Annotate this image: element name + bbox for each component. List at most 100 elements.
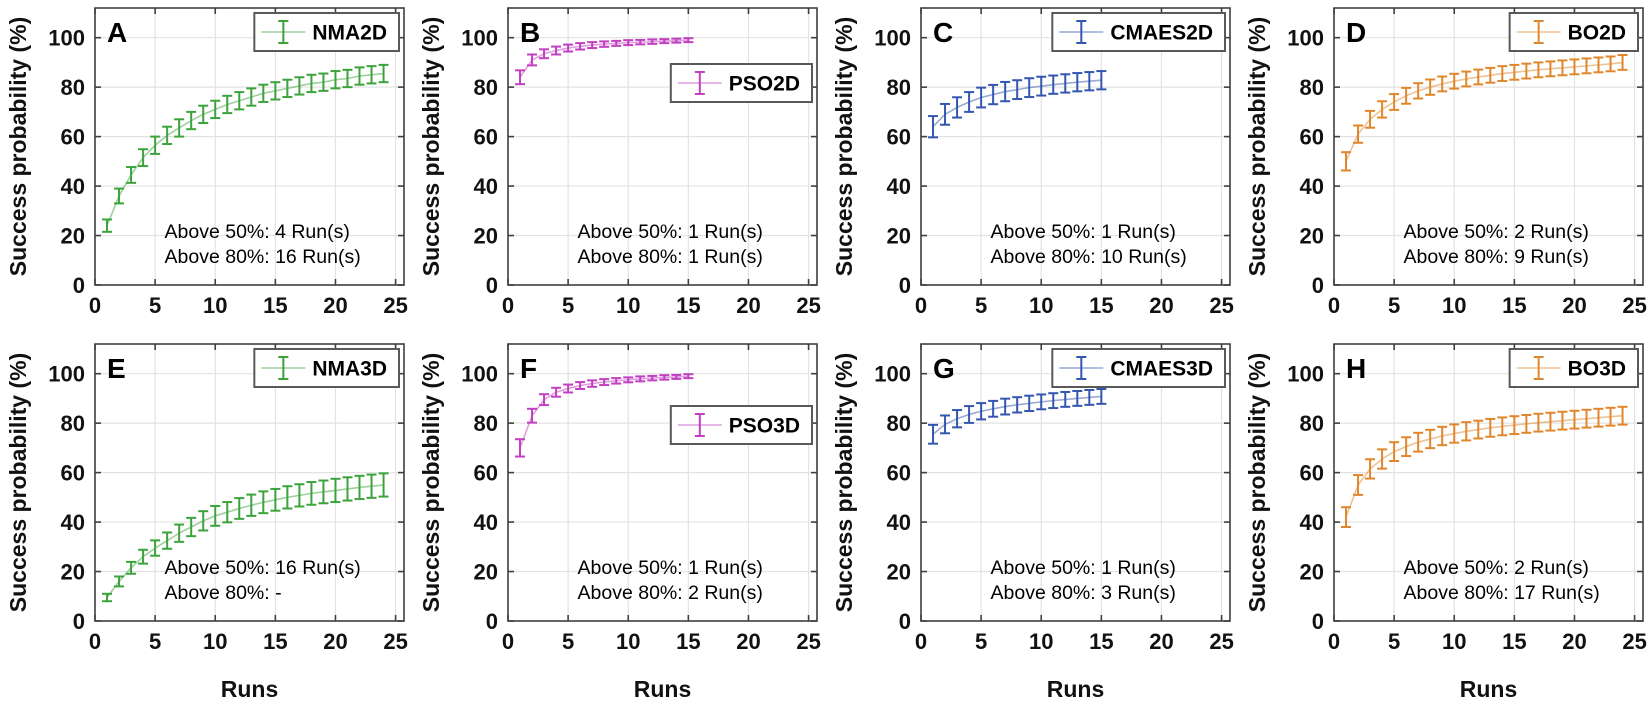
x-tick-label: 25 <box>383 629 407 654</box>
y-tick-label: 100 <box>48 362 85 387</box>
y-tick-label: 0 <box>73 609 85 634</box>
panel-letter: G <box>933 353 955 384</box>
y-axis-label: Success probability (%) <box>5 17 31 276</box>
y-tick-label: 80 <box>474 75 498 100</box>
x-tick-label: 0 <box>89 293 101 318</box>
y-tick-label: 80 <box>887 75 911 100</box>
y-tick-label: 0 <box>486 609 498 634</box>
panel-letter: D <box>1346 17 1366 48</box>
x-tick-label: 5 <box>149 629 161 654</box>
x-tick-label: 10 <box>203 629 227 654</box>
y-tick-label: 100 <box>461 362 498 387</box>
y-tick-label: 0 <box>899 273 911 298</box>
y-tick-label: 40 <box>474 174 498 199</box>
plot-box <box>1333 343 1644 622</box>
x-tick-label: 10 <box>1029 629 1053 654</box>
x-tick-label: 10 <box>616 293 640 318</box>
chart-F: 0 5 10 15 20 25 0 20 40 60 80 100 Success probabilit… <box>418 343 821 702</box>
y-tick-label: 0 <box>73 273 85 298</box>
y-tick-label: 0 <box>1312 273 1324 298</box>
x-axis-label: Runs <box>634 676 692 702</box>
panel-G: 0 5 10 15 20 25 0 20 40 60 80 100 Success probabilit… <box>826 330 1239 725</box>
annotation-above50: Above 50%: 2 Run(s) <box>1404 557 1589 579</box>
x-tick-label: 5 <box>975 629 987 654</box>
y-axis-label: Success probability (%) <box>5 353 31 612</box>
plot-box <box>920 7 1231 286</box>
chart-H: 0 5 10 15 20 25 0 20 40 60 80 100 Success probabilit… <box>1244 343 1647 702</box>
panel-letter: B <box>520 17 540 48</box>
panel-H: 0 5 10 15 20 25 0 20 40 60 80 100 Success probabilit… <box>1239 330 1652 725</box>
plot-box <box>1333 7 1644 286</box>
panel-C: 0 5 10 15 20 25 0 20 40 60 80 100 Success probabilit… <box>826 0 1239 330</box>
y-tick-label: 20 <box>61 560 85 585</box>
panel-F: 0 5 10 15 20 25 0 20 40 60 80 100 Success probabilit… <box>413 330 826 725</box>
y-tick-label: 60 <box>887 125 911 150</box>
legend-box <box>1051 12 1226 52</box>
series-line <box>1345 61 1623 162</box>
series-line <box>519 375 689 449</box>
y-axis-label: Success probability (%) <box>831 17 857 276</box>
y-tick-label: 20 <box>887 560 911 585</box>
y-tick-label: 80 <box>61 411 85 436</box>
x-tick-label: 25 <box>796 629 820 654</box>
legend-box <box>253 12 400 52</box>
y-tick-label: 60 <box>474 125 498 150</box>
y-tick-label: 20 <box>61 224 85 249</box>
y-axis-label: Success probability (%) <box>1244 17 1270 276</box>
legend-label: CMAES3D <box>1110 358 1213 381</box>
series-line <box>106 72 384 226</box>
y-tick-label: 40 <box>474 510 498 535</box>
legend-label: NMA3D <box>312 358 387 381</box>
x-tick-label: 20 <box>1562 293 1586 318</box>
y-tick-label: 100 <box>874 362 911 387</box>
x-tick-label: 25 <box>1622 293 1646 318</box>
x-tick-label: 10 <box>1029 293 1053 318</box>
y-tick-label: 40 <box>887 510 911 535</box>
x-tick-label: 15 <box>263 629 287 654</box>
x-tick-label: 15 <box>676 293 700 318</box>
annotation-above50: Above 50%: 1 Run(s) <box>578 557 763 579</box>
annotation-above50: Above 50%: 16 Run(s) <box>165 557 361 579</box>
x-axis-label: Runs <box>1047 676 1105 702</box>
x-tick-label: 20 <box>736 293 760 318</box>
x-tick-label: 0 <box>915 293 927 318</box>
x-tick-label: 25 <box>1209 629 1233 654</box>
panel-letter: E <box>107 353 126 384</box>
y-tick-label: 100 <box>1287 26 1324 51</box>
legend-label: CMAES2D <box>1110 22 1213 45</box>
y-tick-label: 60 <box>1300 125 1324 150</box>
y-tick-label: 80 <box>1300 75 1324 100</box>
annotation-above50: Above 50%: 2 Run(s) <box>1404 221 1589 243</box>
x-tick-label: 15 <box>676 629 700 654</box>
y-tick-label: 20 <box>1300 224 1324 249</box>
y-tick-label: 60 <box>1300 461 1324 486</box>
annotation-above80: Above 80%: 1 Run(s) <box>578 246 763 268</box>
panel-D: 0 5 10 15 20 25 0 20 40 60 80 100 Success probabilit… <box>1239 0 1652 330</box>
y-axis-label: Success probability (%) <box>1244 353 1270 612</box>
chart-E: 0 5 10 15 20 25 0 20 40 60 80 100 Success probabilit… <box>5 343 408 702</box>
x-tick-label: 0 <box>502 293 514 318</box>
panel-letter: C <box>933 17 953 48</box>
y-tick-label: 100 <box>48 26 85 51</box>
chart-A: 0 5 10 15 20 25 0 20 40 60 80 100 Success probabilit… <box>5 7 408 318</box>
y-tick-label: 60 <box>474 461 498 486</box>
panel-B: 0 5 10 15 20 25 0 20 40 60 80 100 Success probabilit… <box>413 0 826 330</box>
y-tick-label: 40 <box>1300 510 1324 535</box>
panel-letter: A <box>107 17 127 48</box>
y-tick-label: 80 <box>474 411 498 436</box>
y-tick-label: 0 <box>486 273 498 298</box>
x-tick-label: 15 <box>1502 293 1526 318</box>
x-axis-label: Runs <box>1460 676 1518 702</box>
x-tick-label: 15 <box>1089 293 1113 318</box>
annotation-above80: Above 80%: 17 Run(s) <box>1404 582 1600 604</box>
x-tick-label: 20 <box>1149 629 1173 654</box>
x-tick-label: 15 <box>1089 629 1113 654</box>
y-tick-label: 20 <box>1300 560 1324 585</box>
y-tick-label: 60 <box>61 125 85 150</box>
annotation-above80: Above 80%: 3 Run(s) <box>991 582 1176 604</box>
plot-box <box>94 7 405 286</box>
y-tick-label: 100 <box>874 26 911 51</box>
y-tick-label: 40 <box>61 510 85 535</box>
x-tick-label: 5 <box>1388 293 1400 318</box>
